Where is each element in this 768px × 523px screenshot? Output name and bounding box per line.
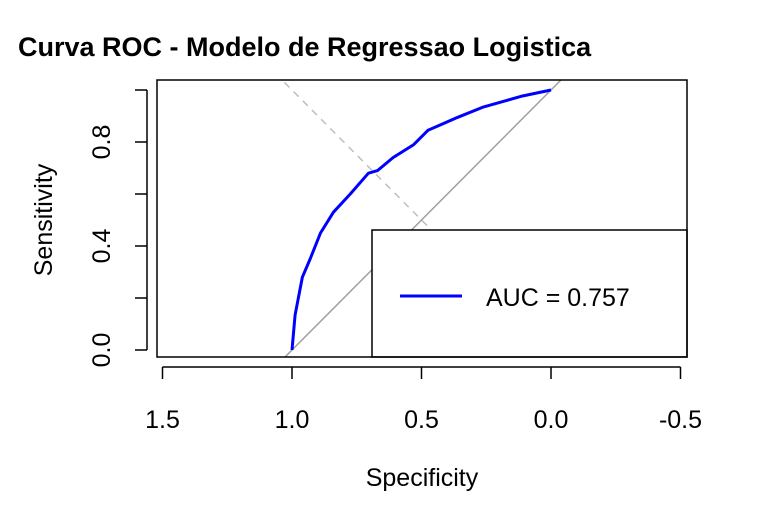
chance-diagonal-line — [283, 80, 563, 357]
y-tick-label: 0.8 — [88, 125, 116, 160]
x-tick-label: 0.0 — [534, 406, 569, 434]
x-tick-label: 0.5 — [404, 406, 439, 434]
y-axis-label: Sensitivity — [30, 163, 58, 276]
plot-frame — [156, 79, 688, 358]
y-tick-label: 0.0 — [88, 333, 116, 368]
x-tick-label: 1.0 — [275, 406, 310, 434]
x-axis: 1.5 1.0 0.5 0.0 -0.5 — [145, 366, 702, 434]
sens-spec-dashed-line — [280, 80, 552, 351]
x-tick-label: 1.5 — [145, 406, 180, 434]
legend: AUC = 0.757 — [371, 229, 688, 358]
x-tick-label: -0.5 — [659, 406, 702, 434]
y-axis: 0.0 0.4 0.8 — [88, 89, 148, 368]
legend-label: AUC = 0.757 — [486, 284, 630, 312]
chart-title: Curva ROC - Modelo de Regressao Logistic… — [18, 32, 592, 62]
roc-curve-line — [290, 88, 552, 351]
legend-box — [371, 229, 688, 358]
y-tick-label: 0.4 — [88, 229, 116, 264]
x-axis-label: Specificity — [366, 464, 479, 492]
